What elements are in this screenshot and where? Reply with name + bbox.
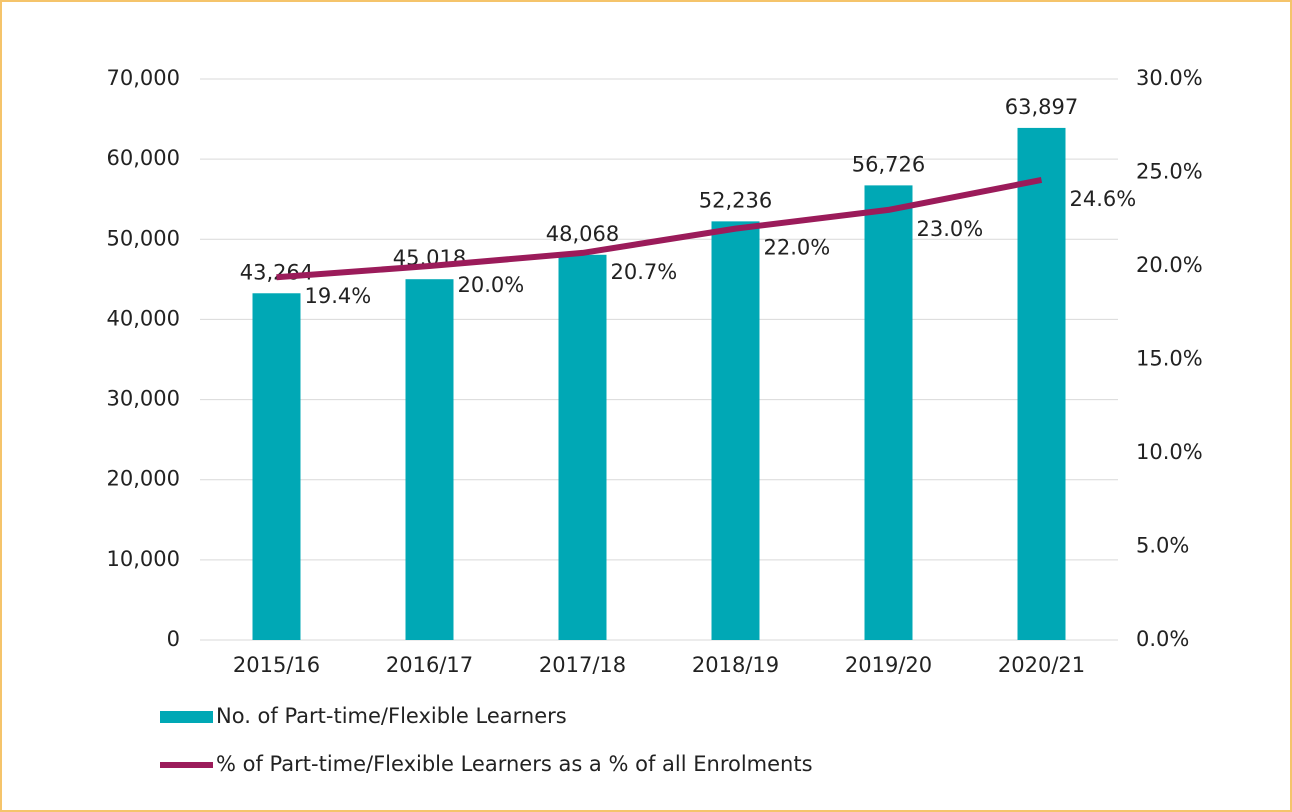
bar-value-label: 48,068 [546,222,619,246]
bar-value-label: 63,897 [1005,95,1078,119]
x-tick-label: 2020/21 [998,653,1085,677]
line-value-label: 20.0% [458,273,525,297]
y-tick-label: 60,000 [107,146,180,170]
y-tick-label: 50,000 [107,226,180,250]
x-tick-label: 2017/18 [539,653,626,677]
y2-tick-label: 30.0% [1136,66,1203,90]
x-tick-label: 2016/17 [386,653,473,677]
bar-value-label: 43,264 [240,260,313,284]
y2-tick-label: 0.0% [1136,627,1189,651]
x-tick-label: 2019/20 [845,653,932,677]
legend-swatch [160,711,213,723]
legend-label: No. of Part-time/Flexible Learners [216,704,567,728]
bar [864,185,913,640]
line-value-label: 19.4% [305,284,372,308]
y2-tick-label: 20.0% [1136,253,1203,277]
y2-tick-label: 25.0% [1136,160,1203,184]
legend-label: % of Part-time/Flexible Learners as a % … [216,752,813,776]
bar [252,293,301,640]
bar-value-label: 56,726 [852,152,925,176]
y-tick-label: 70,000 [107,66,180,90]
line-value-label: 22.0% [764,236,831,260]
y-tick-label: 20,000 [107,467,180,491]
line-value-label: 24.6% [1070,187,1137,211]
y2-tick-label: 5.0% [1136,534,1189,558]
bar [1017,127,1066,640]
bar [405,279,454,640]
line-value-label: 23.0% [917,217,984,241]
x-tick-label: 2018/19 [692,653,779,677]
line-value-label: 20.7% [611,260,678,284]
bar [558,254,607,640]
y-tick-label: 0 [167,627,180,651]
bar-value-label: 52,236 [699,188,772,212]
y-tick-label: 30,000 [107,387,180,411]
y-tick-label: 10,000 [107,547,180,571]
y2-tick-label: 15.0% [1136,347,1203,371]
x-tick-label: 2015/16 [233,653,320,677]
line [276,177,1043,281]
bar [711,221,760,640]
y-tick-label: 40,000 [107,306,180,330]
y2-tick-label: 10.0% [1136,440,1203,464]
